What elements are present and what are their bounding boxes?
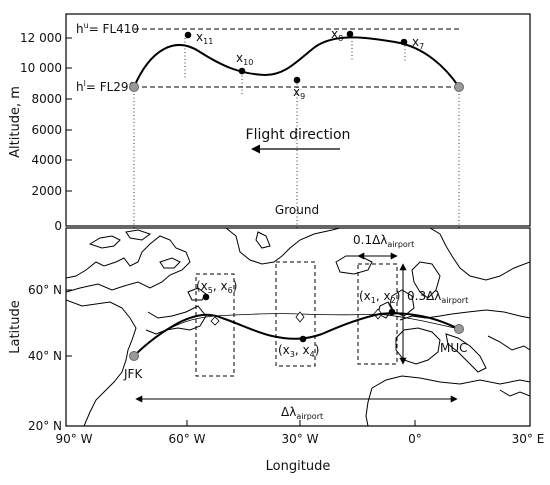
altitude-axis-title: Altitude, m (8, 86, 23, 158)
map-frame (65, 227, 531, 427)
latitude-axis-title: Latitude (8, 300, 23, 354)
label-x8: x8 (331, 27, 343, 43)
point-x10 (238, 67, 246, 75)
jfk-altitude-endpoint (129, 82, 139, 92)
diamond-west (210, 316, 220, 326)
altitude-panel: 0 2000 4000 6000 8000 10 000 12 000 Alti… (8, 13, 531, 426)
lon-tick-90w: 90° W (56, 432, 93, 446)
map-panel: 20° N 40° N 60° N Latitude 90° W 60° W 3… (8, 227, 545, 474)
delta-lambda-01-label: 0.1Δλairport (353, 233, 414, 249)
muc-label: MUC (440, 341, 468, 355)
floor-label: hl= FL290 (76, 79, 136, 94)
alt-tick-10000: 10 000 (20, 61, 62, 75)
muc-marker (454, 324, 464, 334)
label-x11: x11 (196, 30, 213, 46)
diamond-mid (295, 311, 305, 323)
alt-tick-4000: 4000 (31, 153, 62, 167)
alt-tick-0: 0 (54, 219, 62, 233)
lat-tick-20n: 20° N (28, 419, 62, 433)
point-x5-x6 (202, 293, 210, 301)
label-x5-x6: (x5, x6) (196, 279, 237, 295)
alt-tick-2000: 2000 (31, 184, 62, 198)
muc-altitude-endpoint (454, 82, 464, 92)
altitude-frame (65, 13, 531, 227)
point-x7 (400, 38, 408, 46)
altitude-profile-curve (133, 36, 460, 88)
point-x11 (184, 31, 192, 39)
point-x3-x4 (299, 335, 307, 343)
alt-tick-6000: 6000 (31, 123, 62, 137)
alt-tick-8000: 8000 (31, 92, 62, 106)
point-x1-x2 (388, 308, 396, 316)
optimized-route (133, 312, 460, 357)
lon-tick-60w: 60° W (169, 432, 206, 446)
lat-tick-60n: 60° N (28, 283, 62, 297)
label-x3-x4: (x3, x4) (278, 343, 319, 359)
ground-label: Ground (275, 203, 319, 217)
label-x9: x9 (293, 85, 305, 101)
lon-tick-30e: 30° E (512, 432, 545, 446)
longitude-axis-title: Longitude (266, 459, 331, 474)
altitude-y-ticks: 0 2000 4000 6000 8000 10 000 12 000 (20, 31, 72, 233)
map-x-ticks: 90° W 60° W 30° W 0° 30° E (56, 420, 545, 446)
jfk-marker (129, 351, 139, 361)
delta-lambda-03-label: 0.3Δλairport (407, 289, 468, 305)
point-x9 (293, 76, 301, 84)
lat-tick-40n: 40° N (28, 349, 62, 363)
flight-direction-label: Flight direction (246, 127, 351, 143)
map-y-ticks: 20° N 40° N 60° N (28, 283, 72, 433)
lon-tick-0: 0° (408, 432, 422, 446)
point-x8 (346, 30, 354, 38)
box-x1-x2 (357, 263, 398, 365)
label-x7: x7 (412, 35, 424, 51)
jfk-label: JFK (123, 367, 143, 381)
label-x10: x10 (236, 51, 253, 67)
label-x1-x2: (x1, x2) (359, 289, 400, 305)
alt-tick-12000: 12 000 (20, 31, 62, 45)
delta-lambda-label: Δλairport (281, 405, 323, 421)
ceiling-label: hu= FL410 (76, 21, 139, 36)
lon-tick-30w: 30° W (282, 432, 319, 446)
